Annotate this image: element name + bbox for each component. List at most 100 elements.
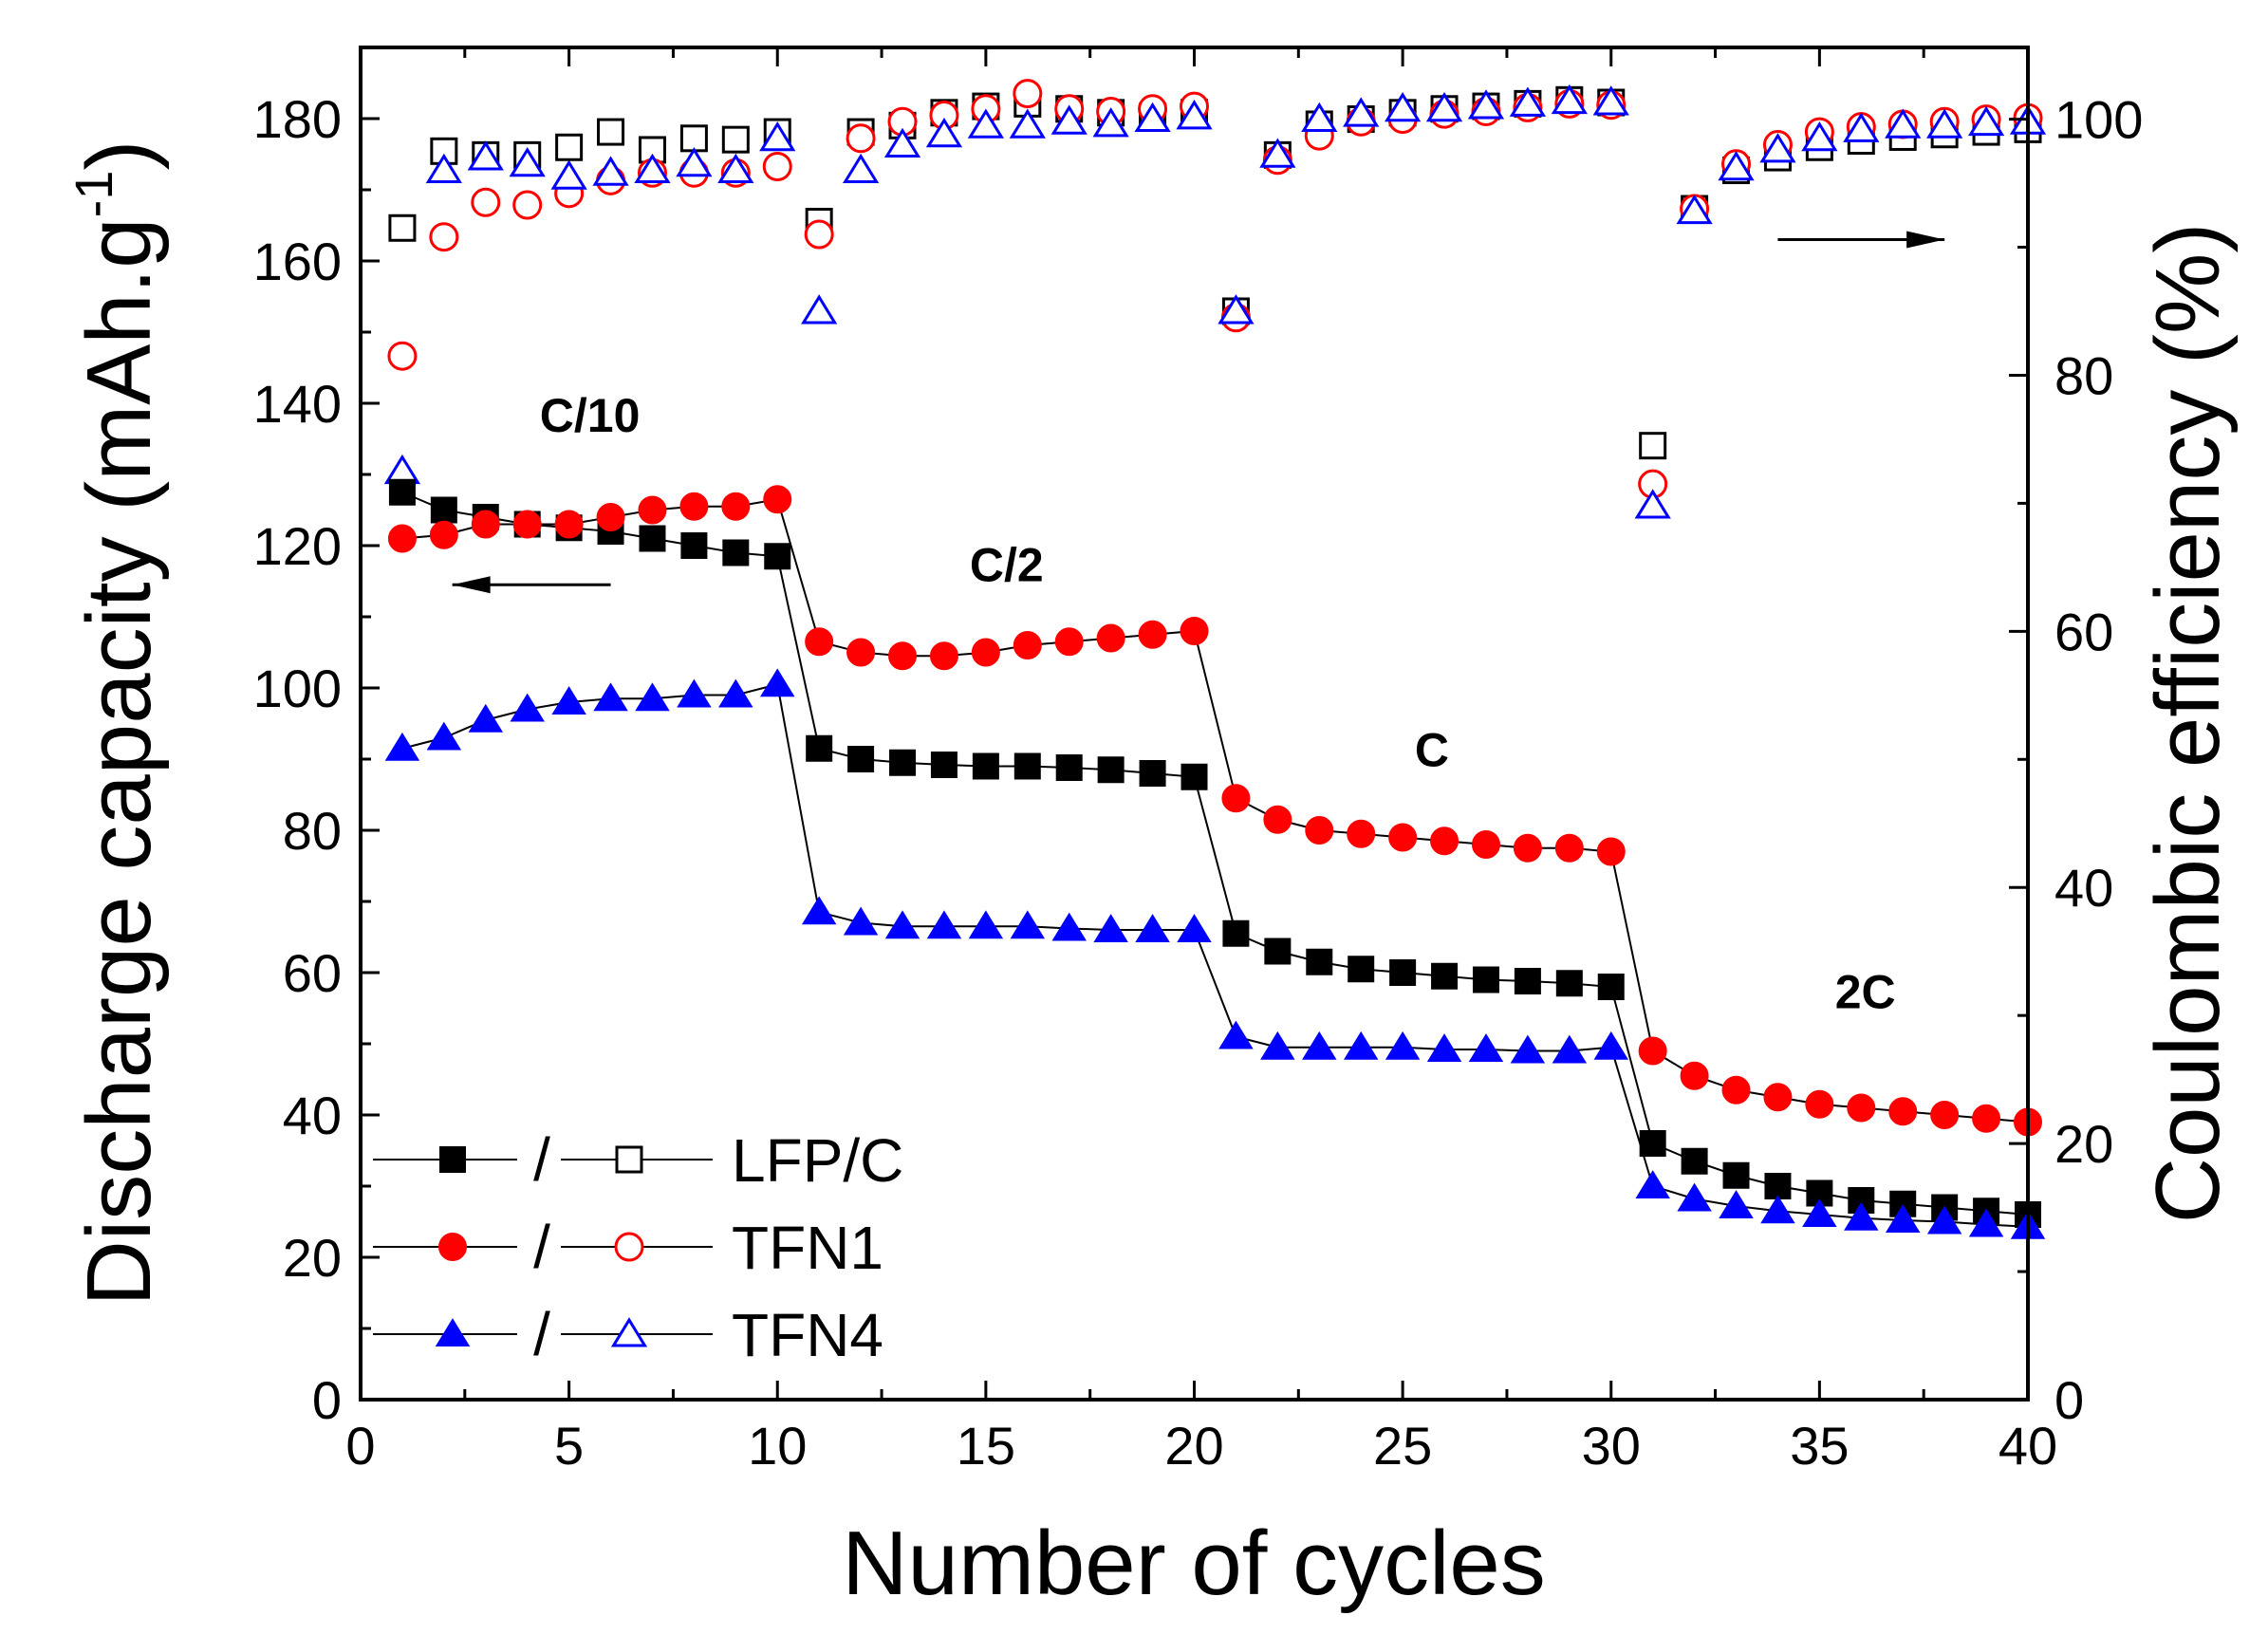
capacity-point-tfn1 — [1596, 837, 1626, 866]
capacity-point-tfn1 — [721, 492, 751, 521]
efficiency-point-lfp-c — [555, 133, 584, 161]
efficiency-point-tfn1 — [471, 187, 501, 217]
capacity-point-tfn4 — [968, 910, 1004, 939]
rate-label: 2C — [1835, 966, 1896, 1019]
legend: / LFP/C / TFN1 / TFN4 — [373, 1125, 903, 1369]
efficiency-point-tfn4 — [842, 153, 880, 184]
efficiency-point-tfn4 — [1967, 105, 2005, 137]
capacity-point-tfn4 — [801, 896, 837, 925]
y-axis-title: Discharge capacity (mAh.g-1) — [64, 140, 170, 1307]
capacity-point-tfn4 — [1926, 1205, 1962, 1235]
capacity-line-tfn4 — [401, 683, 2029, 1228]
capacity-point-tfn4 — [1885, 1204, 1921, 1233]
efficiency-point-tfn1 — [429, 222, 459, 252]
capacity-point-lfp-c — [1097, 756, 1125, 784]
capacity-point-lfp-c — [639, 525, 666, 552]
y-tick-label: 120 — [253, 516, 342, 576]
efficiency-point-tfn4 — [1176, 100, 1213, 130]
capacity-point-tfn4 — [468, 703, 504, 733]
y-tick-label: 80 — [283, 801, 342, 861]
efficiency-point-tfn4 — [1759, 133, 1796, 163]
capacity-point-tfn1 — [1471, 830, 1500, 859]
capacity-point-tfn1 — [1763, 1083, 1793, 1112]
capacity-point-tfn1 — [1221, 784, 1251, 813]
capacity-point-tfn1 — [1805, 1089, 1834, 1119]
capacity-point-tfn4 — [1593, 1031, 1628, 1060]
legend-entry: / TFN1 — [373, 1213, 883, 1282]
x-tick-label: 25 — [1373, 1416, 1432, 1476]
capacity-point-lfp-c — [1306, 948, 1333, 975]
capacity-point-tfn1 — [1847, 1093, 1876, 1123]
capacity-point-tfn4 — [1677, 1182, 1712, 1212]
legend-marker-filled — [435, 1318, 471, 1346]
capacity-point-lfp-c — [1389, 959, 1417, 986]
y2-tick-label: 40 — [2054, 858, 2113, 918]
efficiency-point-lfp-c — [1639, 432, 1667, 460]
rate-labels: C/10 C/2 C 2C — [540, 389, 1896, 1019]
capacity-point-tfn1 — [1638, 1036, 1667, 1066]
y-tick-label: 0 — [312, 1370, 342, 1430]
y-tick-label: 160 — [253, 232, 342, 291]
efficiency-point-tfn4 — [592, 156, 629, 186]
capacity-point-lfp-c — [1555, 970, 1583, 997]
efficiency-point-tfn4 — [1801, 121, 1838, 152]
legend-marker-open — [610, 1317, 648, 1347]
capacity-point-tfn1 — [888, 641, 918, 671]
legend-entry: / LFP/C — [373, 1125, 903, 1195]
legend-marker-open — [615, 1145, 643, 1174]
legend-marker-filled — [438, 1233, 467, 1261]
capacity-point-tfn4 — [1010, 910, 1046, 939]
capacity-point-tfn4 — [843, 906, 879, 936]
y-tick-label: 100 — [253, 659, 342, 718]
capacity-axis-arrow — [452, 576, 611, 594]
capacity-point-tfn4 — [1135, 914, 1170, 942]
capacity-point-tfn1 — [1388, 823, 1418, 852]
capacity-point-lfp-c — [889, 749, 917, 776]
capacity-point-tfn1 — [1972, 1104, 2001, 1133]
capacity-point-lfp-c — [806, 734, 833, 762]
legend-entry: / TFN4 — [373, 1300, 883, 1369]
capacity-point-tfn4 — [718, 678, 753, 708]
rate-label: C/10 — [540, 389, 641, 442]
efficiency-point-tfn4 — [1050, 104, 1088, 135]
capacity-point-tfn1 — [1096, 623, 1125, 653]
y-axis-left: 0 20 40 60 80 100 120 140 160 180 — [253, 46, 380, 1430]
legend-label: TFN1 — [732, 1214, 883, 1282]
capacity-point-lfp-c — [1472, 966, 1499, 993]
y2-tick-label: 20 — [2054, 1114, 2113, 1174]
capacity-point-lfp-c — [1222, 919, 1250, 947]
efficiency-point-tfn4 — [425, 153, 462, 184]
y-axis-title-close: ) — [68, 140, 170, 171]
x-tick-label: 30 — [1582, 1416, 1641, 1476]
x-axis: 0 5 10 15 20 25 30 35 40 — [345, 47, 2057, 1476]
capacity-point-lfp-c — [972, 752, 999, 780]
capacity-point-lfp-c — [1139, 760, 1166, 787]
capacity-point-tfn1 — [763, 485, 792, 514]
capacity-point-tfn1 — [1513, 833, 1542, 863]
efficiency-point-tfn1 — [512, 190, 543, 220]
capacity-point-lfp-c — [1055, 754, 1083, 781]
capacity-point-tfn1 — [1930, 1101, 1960, 1129]
efficiency-axis-arrow-head — [1906, 231, 1945, 249]
capacity-point-tfn1 — [929, 641, 958, 671]
x-tick-label: 35 — [1790, 1416, 1849, 1476]
efficiency-point-tfn4 — [1634, 489, 1671, 519]
capacity-point-tfn4 — [1760, 1195, 1795, 1224]
legend-separator: / — [533, 1213, 550, 1281]
capacity-point-tfn1 — [846, 638, 876, 667]
capacity-point-lfp-c — [1013, 752, 1041, 780]
capacity-point-tfn1 — [1888, 1097, 1918, 1126]
efficiency-point-tfn4 — [1843, 112, 1880, 142]
capacity-point-tfn4 — [1426, 1033, 1462, 1062]
efficiency-point-tfn4 — [801, 294, 838, 325]
capacity-point-tfn4 — [1385, 1031, 1421, 1060]
capacity-point-tfn1 — [1263, 805, 1292, 834]
efficiency-point-tfn4 — [676, 146, 713, 177]
y2-tick-label: 100 — [2054, 90, 2143, 150]
efficiency-point-lfp-c — [597, 118, 625, 146]
capacity-point-tfn4 — [1260, 1031, 1295, 1060]
efficiency-point-tfn4 — [1343, 97, 1380, 127]
capacity-point-lfp-c — [847, 746, 875, 772]
legend-marker-filled — [439, 1146, 466, 1173]
